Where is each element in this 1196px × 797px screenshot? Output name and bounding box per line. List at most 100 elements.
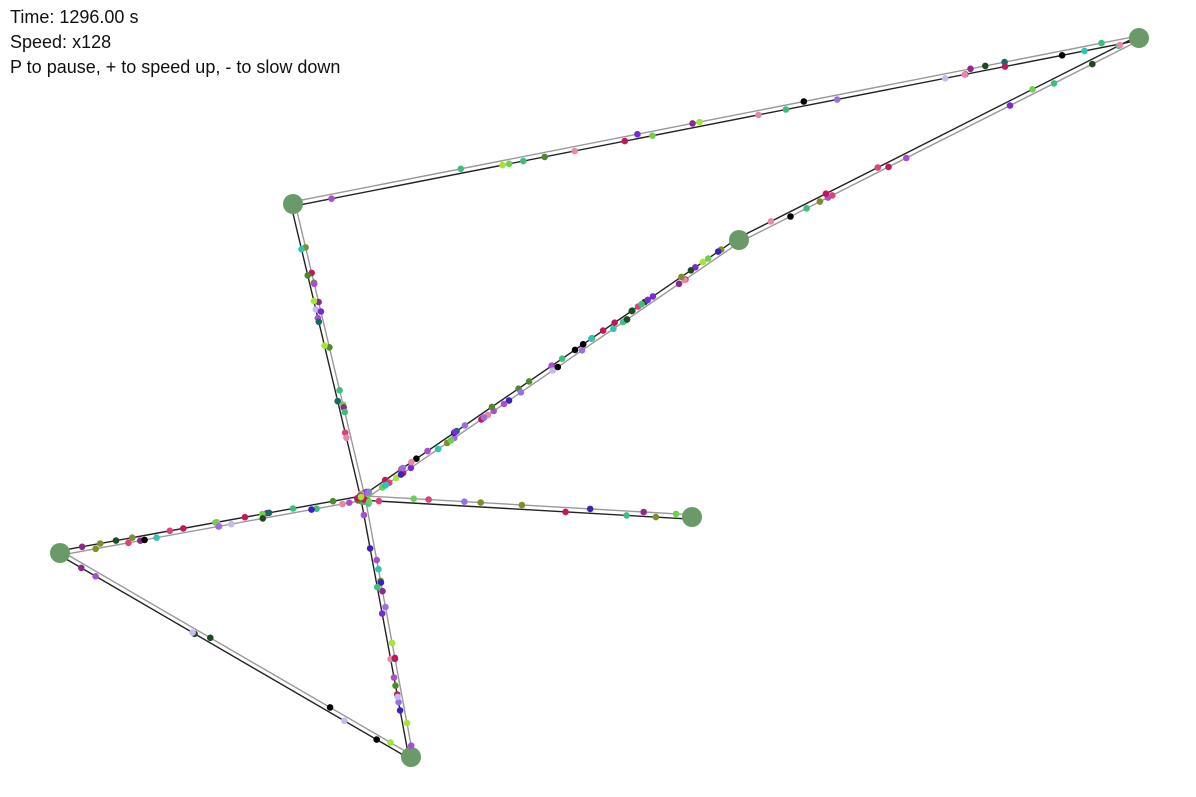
vehicle (517, 389, 525, 396)
vehicle (500, 400, 508, 408)
simulation-hud: Time: 1296.00 s Speed: x128 P to pause, … (10, 5, 340, 80)
vehicle (373, 736, 381, 743)
vehicle (599, 327, 607, 334)
vehicle (541, 153, 548, 161)
vehicle (317, 308, 325, 315)
time-readout: Time: 1296.00 s (10, 7, 139, 27)
vehicle (128, 534, 136, 541)
vehicle (562, 508, 569, 516)
vehicle (967, 65, 974, 73)
vehicle (1058, 52, 1066, 59)
road-lane-ef-a (58, 554, 411, 760)
vehicle (92, 573, 99, 580)
node-f (401, 747, 421, 767)
vehicle (259, 515, 267, 522)
vehicle (874, 164, 882, 171)
vehicle (755, 111, 762, 119)
vehicle (360, 511, 368, 519)
road-lane-de-a (59, 495, 363, 552)
vehicle (885, 163, 892, 171)
vehicle (378, 610, 386, 617)
speed-value: x128 (72, 32, 112, 52)
vehicle (525, 378, 533, 385)
road-lane-df-b (364, 497, 414, 757)
vehicle (298, 245, 305, 253)
vehicle (687, 267, 695, 274)
vehicle (395, 698, 402, 706)
vehicle (714, 248, 722, 255)
vehicle (558, 355, 566, 363)
vehicle (675, 280, 683, 288)
vehicle (153, 534, 160, 541)
node-e (50, 543, 70, 563)
vehicle (357, 493, 365, 501)
vehicle (387, 739, 394, 746)
vehicle (822, 190, 830, 197)
vehicle (341, 717, 348, 725)
vehicle (375, 565, 382, 573)
road-network (58, 35, 1141, 760)
vehicle (407, 464, 415, 472)
vehicle (392, 682, 399, 689)
vehicle (699, 258, 707, 266)
vehicle (78, 564, 85, 572)
road-lane-dg-a (362, 499, 692, 520)
vehicle (336, 387, 343, 394)
vehicle (941, 75, 949, 82)
vehicle (451, 428, 459, 436)
vehicle (447, 437, 455, 444)
vehicle (649, 293, 657, 300)
vehicle (634, 130, 641, 138)
vehicle (215, 523, 222, 530)
vehicle (704, 255, 712, 262)
vehicle (341, 429, 349, 437)
vehicle (377, 579, 385, 586)
vehicles-layer (78, 39, 1124, 749)
vehicle (549, 367, 556, 374)
vehicle (315, 318, 323, 326)
road-lane-df-a (360, 498, 410, 758)
vehicle (672, 510, 680, 518)
vehicle (610, 325, 617, 333)
vehicle (1081, 47, 1088, 55)
vehicle (394, 693, 401, 701)
vehicle (313, 505, 320, 512)
vehicle (125, 539, 132, 547)
road-lane-ad-a (290, 204, 362, 499)
vehicle (399, 464, 407, 472)
vehicle (407, 742, 415, 749)
vehicle (397, 471, 405, 478)
vehicle (649, 132, 656, 139)
vehicle (375, 497, 383, 505)
vehicle (623, 512, 630, 519)
vehicle (488, 403, 496, 411)
road-lane-dg-b (363, 495, 693, 516)
vehicle (554, 363, 562, 371)
vehicle (579, 341, 587, 348)
vehicle (424, 447, 431, 455)
node-a (283, 194, 303, 214)
vehicle (425, 496, 432, 503)
vehicle (403, 719, 411, 727)
vehicle (166, 527, 174, 535)
vehicle (365, 498, 373, 506)
vehicle (689, 120, 696, 127)
vehicle (588, 335, 595, 343)
time-value: 1296.00 (59, 7, 125, 27)
speed-readout: Speed: x128 (10, 32, 112, 52)
vehicle (334, 397, 342, 405)
vehicle (311, 280, 318, 288)
road-lane-ab-a (293, 39, 1140, 207)
vehicle (499, 161, 506, 169)
vehicle (339, 500, 346, 508)
vehicle (638, 300, 645, 308)
vehicle (586, 505, 594, 513)
vehicle (1001, 63, 1009, 70)
vehicle (833, 96, 841, 103)
vehicle (696, 118, 703, 126)
vehicle (578, 347, 586, 354)
vehicle (520, 157, 527, 165)
vehicle (628, 307, 635, 315)
vehicle (782, 106, 790, 113)
